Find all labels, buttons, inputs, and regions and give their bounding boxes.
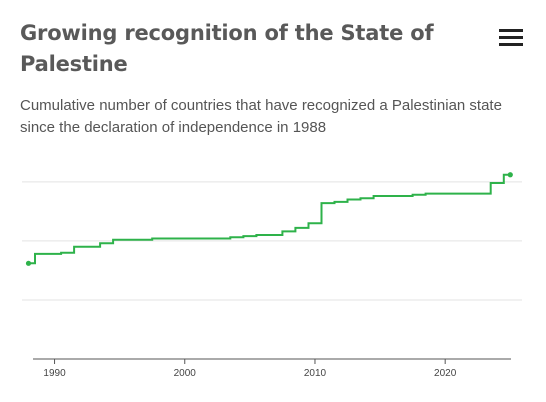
series-end-point [507, 172, 513, 178]
series-layer [25, 172, 513, 266]
gridlines [22, 181, 522, 301]
x-tick-label: 2020 [434, 368, 457, 379]
x-tick-label: 2010 [304, 368, 327, 379]
x-tick-label: 1990 [43, 368, 66, 379]
page-title: Growing recognition of the State of Pale… [20, 21, 434, 76]
hamburger-menu-button[interactable] [497, 26, 527, 50]
x-axis: 1990 2000 2010 2020 [33, 358, 511, 379]
chart-subtitle: Cumulative number of countries that have… [20, 97, 502, 136]
series-line [28, 173, 511, 265]
series-start-point [25, 260, 32, 266]
x-tick-label: 2000 [174, 368, 197, 379]
